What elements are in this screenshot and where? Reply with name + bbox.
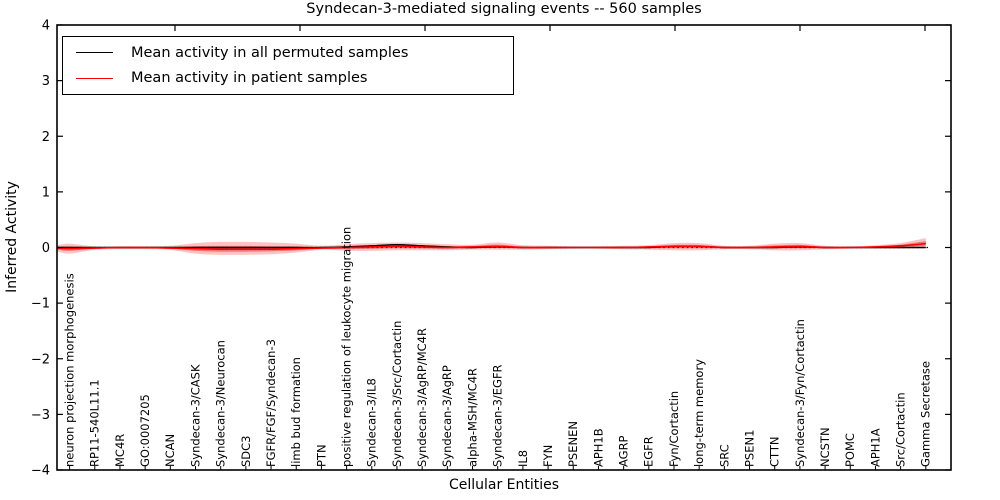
legend: Mean activity in all permuted samples Mea… bbox=[62, 36, 514, 95]
x-category-label: GO:0007205 bbox=[138, 394, 152, 467]
x-category-label: PSENEN bbox=[566, 421, 580, 467]
legend-entry: Mean activity in patient samples bbox=[63, 66, 513, 92]
x-category-label: IL8 bbox=[516, 450, 530, 467]
x-category-label: Src/Cortactin bbox=[894, 392, 908, 467]
x-category-label: APH1B bbox=[591, 428, 605, 467]
chart-title: Syndecan-3-mediated signaling events -- … bbox=[306, 1, 702, 17]
y-tick-label: −4 bbox=[31, 464, 50, 479]
y-tick-label: 1 bbox=[42, 185, 50, 200]
x-category-label: APH1A bbox=[868, 428, 882, 467]
legend-entry-label: Mean activity in patient samples bbox=[131, 70, 368, 87]
x-category-label: NCSTN bbox=[818, 427, 832, 467]
legend-entry: Mean activity in all permuted samples bbox=[63, 40, 513, 66]
legend-line-swatch bbox=[76, 52, 113, 54]
x-category-label: Syndecan-3/AgRP bbox=[440, 365, 454, 467]
y-tick-label: −3 bbox=[31, 408, 50, 423]
y-tick-label: −2 bbox=[31, 352, 50, 367]
x-category-label: Gamma Secretase bbox=[919, 361, 933, 467]
x-category-label: RP11-540L11.1 bbox=[88, 379, 102, 467]
x-category-label: Syndecan-3/Src/Cortactin bbox=[390, 321, 404, 467]
x-category-label: MC4R bbox=[113, 434, 127, 467]
x-category-label: AGRP bbox=[617, 435, 631, 467]
y-tick-label: −1 bbox=[31, 297, 50, 312]
x-category-label: Syndecan-3/EGFR bbox=[491, 364, 505, 467]
x-category-label: alpha-MSH/MC4R bbox=[465, 368, 479, 467]
x-category-label: POMC bbox=[843, 433, 857, 467]
x-category-label: NCAN bbox=[163, 434, 177, 467]
legend-entry-label: Mean activity in all permuted samples bbox=[131, 44, 409, 61]
x-category-label: Fyn/Cortactin bbox=[667, 391, 681, 467]
y-tick-label: 4 bbox=[42, 19, 50, 34]
x-category-label: PTN bbox=[314, 444, 328, 467]
x-category-label: Syndecan-3/CASK bbox=[188, 364, 202, 467]
x-category-label: FGFR/FGF/Syndecan-3 bbox=[264, 339, 278, 467]
x-category-label: positive regulation of leukocyte migrati… bbox=[340, 227, 354, 467]
x-category-label: PSEN1 bbox=[742, 430, 756, 467]
x-category-label: Syndecan-3/Neurocan bbox=[214, 340, 228, 467]
x-category-label: limb bud formation bbox=[289, 357, 303, 467]
x-category-label: SDC3 bbox=[239, 435, 253, 467]
y-tick-label: 0 bbox=[42, 241, 50, 256]
x-category-label: FYN bbox=[541, 445, 555, 467]
x-category-label: CTTN bbox=[768, 437, 782, 467]
y-tick-label: 2 bbox=[42, 130, 50, 145]
x-category-label: SRC bbox=[717, 444, 731, 467]
x-axis-label: Cellular Entities bbox=[448, 477, 560, 493]
patient-mean-line bbox=[56, 242, 926, 251]
legend-line-swatch bbox=[76, 77, 113, 79]
x-category-label: long-term memory bbox=[692, 359, 706, 467]
x-category-label: Syndecan-3/Fyn/Cortactin bbox=[793, 319, 807, 467]
x-category-label: EGFR bbox=[642, 436, 656, 467]
x-category-label: Syndecan-3/IL8 bbox=[365, 378, 379, 467]
y-tick-label: 3 bbox=[42, 74, 50, 89]
x-category-label: Syndecan-3/AgRP/MC4R bbox=[415, 328, 429, 467]
x-category-label: neuron projection morphogenesis bbox=[63, 273, 77, 467]
